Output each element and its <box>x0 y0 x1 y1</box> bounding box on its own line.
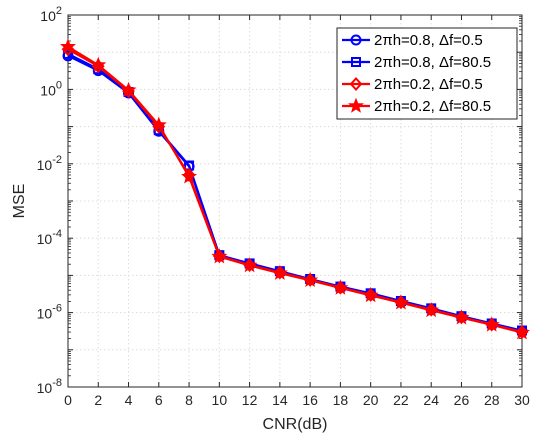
x-tick-label: 30 <box>514 392 530 408</box>
x-tick-label: 14 <box>272 392 288 408</box>
y-tick-label: 102 <box>40 5 62 24</box>
x-tick-label: 4 <box>125 392 133 408</box>
y-tick-label: 10-2 <box>37 154 62 173</box>
legend-label-4: 2πh=0.2, Δf=80.5 <box>374 98 491 115</box>
x-tick-label: 22 <box>393 392 409 408</box>
x-tick-label: 28 <box>484 392 500 408</box>
series-layer <box>60 38 530 340</box>
x-tick-label: 26 <box>454 392 470 408</box>
series-4 <box>60 38 530 340</box>
series-4-point <box>483 316 500 332</box>
series-4-point <box>423 301 440 318</box>
legend-label-1: 2πh=0.8, Δf=0.5 <box>374 32 483 49</box>
series-4-point <box>332 279 349 295</box>
series-4-point <box>120 81 137 98</box>
series-4-point <box>302 271 319 288</box>
legend: 2πh=0.8, Δf=0.5 2πh=0.8, Δf=80.5 2πh=0.2, … <box>336 27 518 120</box>
legend-label-3: 2πh=0.2, Δf=0.5 <box>374 76 483 93</box>
legend-marker-1 <box>350 34 362 46</box>
series-4-point <box>90 56 107 72</box>
y-axis-label: MSE <box>11 184 28 219</box>
y-tick-label: 10-8 <box>37 377 62 396</box>
x-tick-label: 2 <box>94 392 102 408</box>
legend-marker-3 <box>349 77 363 91</box>
legend-label-2: 2πh=0.8, Δf=80.5 <box>374 54 491 71</box>
y-tick-label: 10-4 <box>37 228 62 247</box>
x-tick-label: 24 <box>423 392 439 408</box>
x-tick-label: 6 <box>155 392 163 408</box>
series-4-point <box>181 168 198 184</box>
x-tick-label: 10 <box>212 392 228 408</box>
series-4-point <box>150 116 167 132</box>
x-tick-label: 12 <box>242 392 258 408</box>
legend-marker-2 <box>351 57 361 67</box>
legend-box <box>336 27 518 120</box>
series-4-line <box>67 45 523 334</box>
y-tick-label: 100 <box>40 79 62 98</box>
series-4-point <box>514 324 530 340</box>
x-tick-label: 8 <box>185 392 193 408</box>
series-4-point <box>453 309 470 325</box>
series-4-point <box>362 287 379 303</box>
x-tick-label: 16 <box>302 392 318 408</box>
series-4-point <box>271 264 288 280</box>
legend-marker-4 <box>348 97 364 113</box>
x-tick-label: 20 <box>363 392 379 408</box>
series-4-point <box>392 294 409 310</box>
series-4-point <box>60 38 76 54</box>
y-tick-label: 10-6 <box>37 303 62 322</box>
series-4-point <box>241 257 258 273</box>
x-axis-label: CNR(dB) <box>263 416 328 433</box>
x-tick-label: 18 <box>333 392 349 408</box>
x-tick-label: 0 <box>64 392 72 408</box>
axes: 0 2 4 6 8 10 12 14 16 18 20 22 24 26 28 3010210010-210-… <box>37 5 530 408</box>
series-4-point <box>211 248 228 264</box>
